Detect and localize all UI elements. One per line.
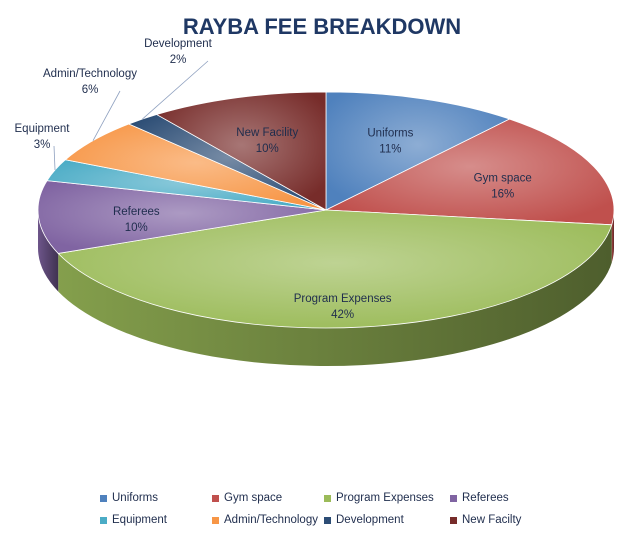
slice-value-label: 2% [170,54,187,66]
slice-value-label: 10% [256,143,279,155]
legend-swatch [100,494,107,502]
leader-line-6 [142,60,209,120]
slice-value-label: 42% [331,309,354,321]
leader-lines [53,60,209,171]
legend-item: New Facilty [450,514,540,526]
legend-swatch [450,516,457,524]
legend-item: Development [324,514,450,526]
slice-value-label: 10% [125,222,148,234]
legend: Uniforms Gym space Program Expenses Referee… [100,492,540,526]
legend-item: Admin/Technology [212,514,324,526]
legend-swatch [212,516,219,524]
pie-side-3 [38,210,59,292]
legend-item: Uniforms [100,492,212,504]
pie-side-2 [58,224,612,366]
slice-value-label: 3% [34,139,51,151]
pie-slices [37,91,615,329]
leader-line-5 [92,90,121,141]
legend-item: Referees [450,492,540,504]
pie-slice-gym-space [324,118,615,226]
slice-label: New Facility [236,127,298,139]
legend-swatch [100,516,107,524]
legend-label: Program Expenses [336,492,434,504]
slice-label: Referees [113,206,160,218]
legend-swatch [324,494,331,502]
slice-label: Admin/Technology [43,68,137,80]
legend-label: Referees [462,492,509,504]
slice-value-label: 6% [82,84,99,96]
slice-label: Program Expenses [294,293,392,305]
legend-item: Equipment [100,514,212,526]
legend-label: New Facilty [462,514,522,526]
legend-swatch [450,494,457,502]
leader-line-4 [53,145,56,171]
slice-label: Development [144,38,213,50]
legend-item: Gym space [212,492,324,504]
chart-title: RAYBA FEE BREAKDOWN [183,14,461,39]
legend-swatch [212,494,219,502]
pie-slice-uniforms [325,91,511,211]
slice-value-label: 11% [379,144,401,156]
slice-labels: Uniforms 11% Gym space 16% Program Expenses 4… [15,38,532,321]
legend-label: Gym space [224,492,283,504]
slice-label: Equipment [15,123,71,135]
slice-label: Uniforms [367,128,413,140]
legend-label: Equipment [112,514,167,526]
slice-value-label: 16% [491,188,514,200]
legend-item: Program Expenses [324,492,450,504]
legend-label: Admin/Technology [224,514,318,526]
slice-label: Gym space [474,172,532,184]
pie-slice-referees [37,180,327,254]
legend-label: Development [336,514,404,526]
legend-swatch [324,516,331,524]
pie-slice-new-facility [155,91,327,211]
legend-label: Uniforms [112,492,159,504]
pie-slice-program-expenses [57,209,613,329]
